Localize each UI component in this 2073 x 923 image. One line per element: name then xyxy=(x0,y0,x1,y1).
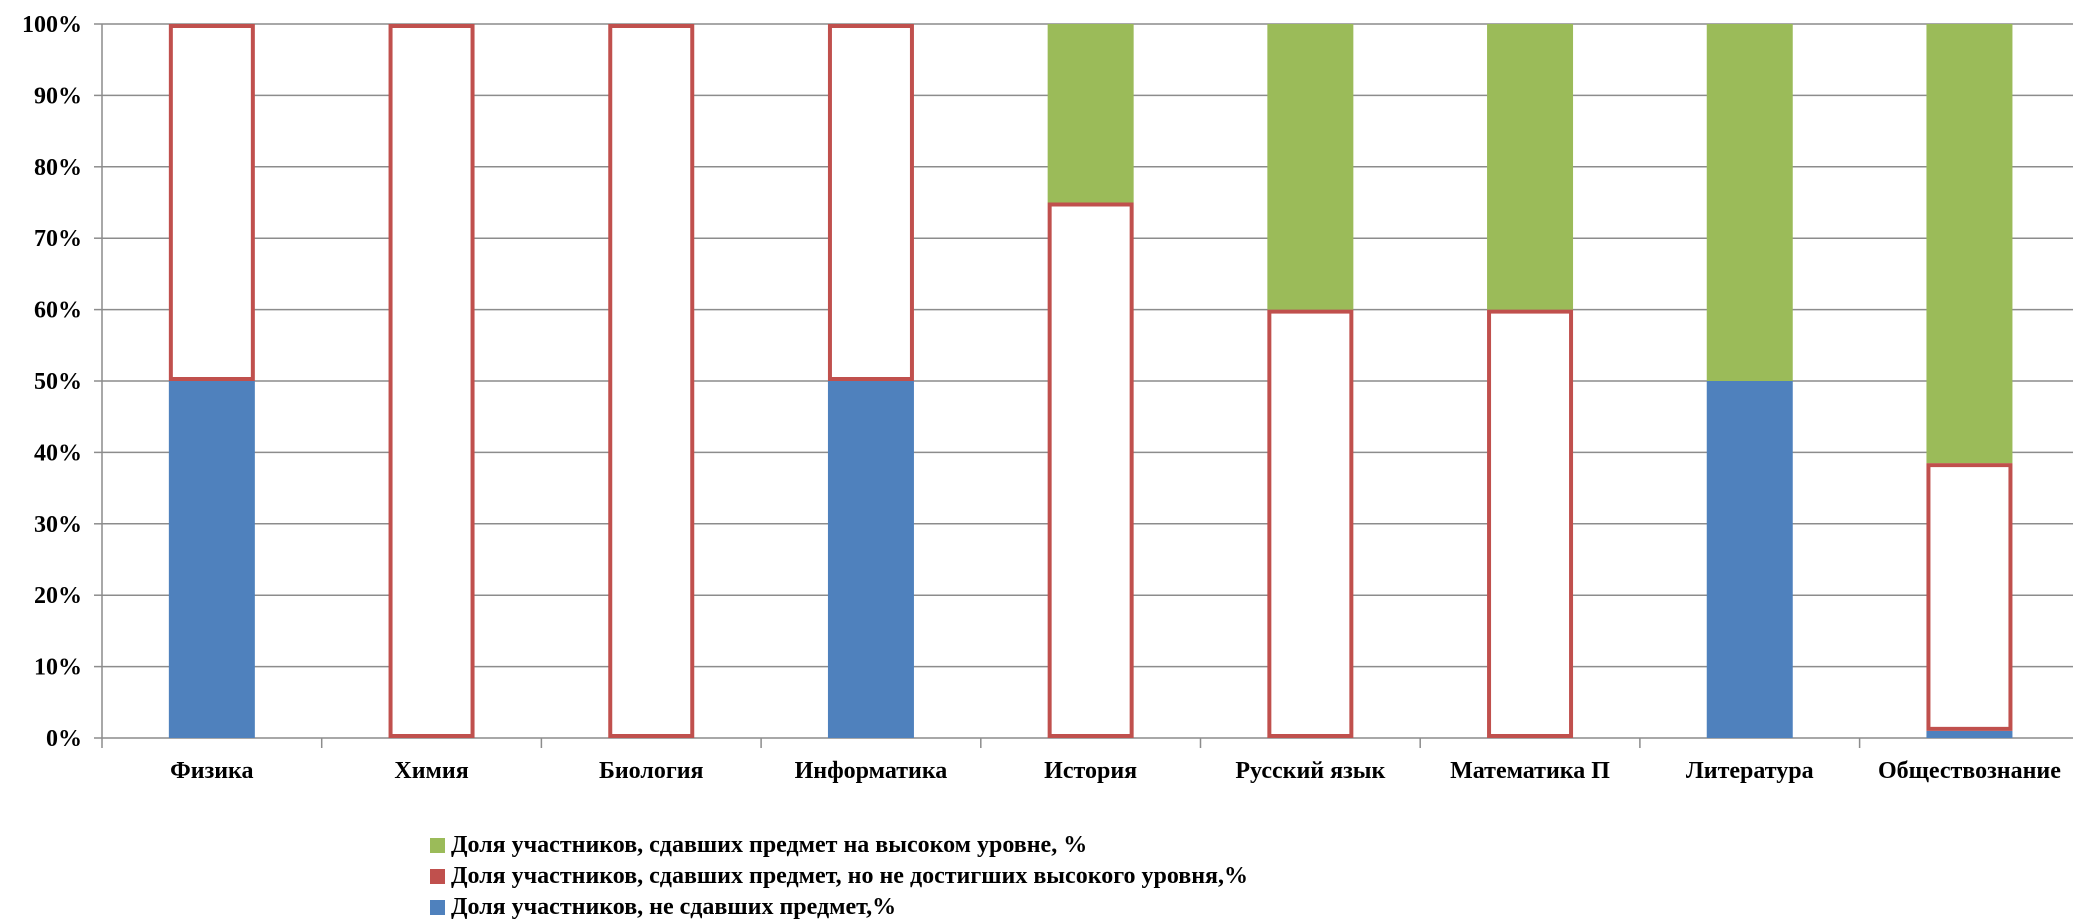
bar-segment xyxy=(1047,202,1134,738)
y-tick-label: 60% xyxy=(34,298,82,324)
bar-segment xyxy=(1487,309,1574,738)
bar-segment xyxy=(1926,730,2013,738)
legend-label: Доля участников, сдавших предмет, но не … xyxy=(451,863,1249,889)
x-tick-label: Химия xyxy=(394,758,468,784)
y-tick-label: 100% xyxy=(22,12,82,38)
legend-item: Доля участников, сдавших предмет на высо… xyxy=(430,830,1248,861)
x-tick-label: Математика П xyxy=(1450,758,1610,784)
bar-segment xyxy=(827,381,914,738)
y-tick-label: 40% xyxy=(34,440,82,466)
y-tick-label: 20% xyxy=(34,583,82,609)
y-tick-label: 90% xyxy=(34,83,82,109)
bar-segment xyxy=(168,24,255,381)
legend-label: Доля участников, сдавших предмет на высо… xyxy=(451,832,1088,858)
x-tick-label: Физика xyxy=(170,758,253,784)
x-tick-label: Обществознание xyxy=(1878,758,2061,784)
bar-segment xyxy=(388,24,475,738)
x-tick-label: История xyxy=(1044,758,1137,784)
y-tick-label: 10% xyxy=(34,655,82,681)
bar-segment xyxy=(1047,24,1134,203)
bar-segment xyxy=(1926,24,2013,464)
y-tick-label: 70% xyxy=(34,226,82,252)
bar-segment xyxy=(608,24,695,738)
y-tick-label: 0% xyxy=(46,726,82,752)
y-tick-label: 50% xyxy=(34,369,82,395)
bar-segment xyxy=(827,24,914,381)
legend-item: Доля участников, сдавших предмет, но не … xyxy=(430,861,1248,892)
x-tick-label: Русский язык xyxy=(1235,758,1385,784)
bar-segment xyxy=(1267,309,1354,738)
x-tick-label: Биология xyxy=(599,758,704,784)
bar-segment xyxy=(168,381,255,738)
bar-segment xyxy=(1267,24,1354,310)
stacked-bar-chart: 0% 10% 20% 30% 40% 50% 60% 70% 80% 90% 100% Физика Х… xyxy=(22,12,2073,784)
x-tick-label: Информатика xyxy=(795,758,948,784)
y-tick-label: 30% xyxy=(34,512,82,538)
legend-swatch xyxy=(430,900,445,915)
legend-label: Доля участников, не сдавших предмет,% xyxy=(451,894,897,920)
y-tick-label: 80% xyxy=(34,155,82,181)
bar-segment xyxy=(1487,24,1574,310)
legend: Доля участников, сдавших предмет на высо… xyxy=(430,830,1248,923)
bar-segment xyxy=(1926,463,2013,731)
legend-item: Доля участников, не сдавших предмет,% xyxy=(430,892,1248,923)
legend-swatch xyxy=(430,838,445,853)
bar-segment xyxy=(1706,24,1793,381)
legend-swatch xyxy=(430,869,445,884)
bar-segment xyxy=(1706,381,1793,738)
x-tick-label: Литература xyxy=(1686,758,1814,784)
